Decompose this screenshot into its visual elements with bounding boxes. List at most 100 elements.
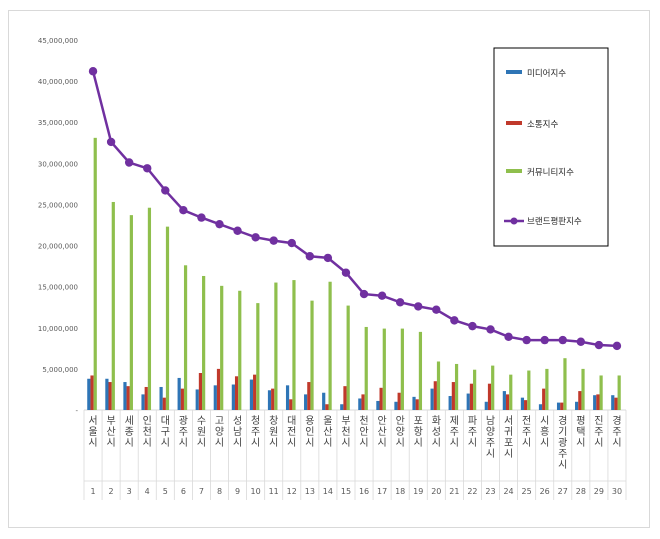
point-브랜드평판지수-부산시 bbox=[106, 137, 116, 147]
bar-미디어지수-진주시 bbox=[593, 395, 597, 410]
x-rank-label: 27 bbox=[558, 487, 568, 496]
point-브랜드평판지수-천안시 bbox=[359, 289, 369, 299]
bar-커뮤니티지수-천안시 bbox=[364, 326, 368, 410]
bar-미디어지수-수원시 bbox=[195, 389, 199, 410]
bar-소통지수-창원시 bbox=[271, 388, 275, 410]
bar-소통지수-대전시 bbox=[289, 399, 293, 410]
bar-미디어지수-울산시 bbox=[322, 392, 326, 410]
point-브랜드평판지수-고양시 bbox=[215, 219, 224, 229]
bar-소통지수-안양시 bbox=[397, 392, 401, 410]
x-rank-label: 15 bbox=[341, 487, 351, 496]
bar-미디어지수-서귀포시 bbox=[502, 391, 506, 410]
x-rank-label: 22 bbox=[467, 487, 477, 496]
bar-미디어지수-파주시 bbox=[466, 393, 470, 410]
bar-커뮤니티지수-파주시 bbox=[473, 369, 477, 410]
point-브랜드평판지수-용인시 bbox=[305, 252, 315, 261]
bar-소통지수-전주시 bbox=[524, 400, 528, 410]
bar-커뮤니티지수-시흥시 bbox=[545, 368, 549, 410]
bar-소통지수-경기 광주시 bbox=[560, 402, 564, 410]
y-tick-label: - bbox=[75, 407, 78, 415]
bar-커뮤니티지수-부천시 bbox=[346, 305, 350, 410]
y-tick-label: 20,000,000 bbox=[38, 243, 78, 251]
bar-미디어지수-평택시 bbox=[575, 401, 579, 410]
point-브랜드평판지수-서울시 bbox=[88, 67, 98, 76]
legend-swatch-미디어지수 bbox=[506, 70, 522, 74]
point-브랜드평판지수-대구시 bbox=[161, 186, 170, 195]
bar-미디어지수-세종시 bbox=[123, 382, 127, 410]
legend-swatch-커뮤니티지수 bbox=[506, 169, 522, 173]
point-브랜드평판지수-청주시 bbox=[251, 233, 260, 242]
bar-커뮤니티지수-청주시 bbox=[256, 303, 260, 410]
x-rank-label: 24 bbox=[503, 487, 513, 496]
x-rank-label: 6 bbox=[181, 487, 186, 496]
bar-커뮤니티지수-부산시 bbox=[111, 201, 115, 410]
legend-swatch-marker-브랜드평판지수 bbox=[510, 217, 518, 225]
bar-커뮤니티지수-세종시 bbox=[129, 215, 133, 410]
x-rank-label: 10 bbox=[251, 487, 261, 496]
y-tick-label: 45,000,000 bbox=[38, 37, 78, 45]
point-브랜드평판지수-서귀포시 bbox=[504, 332, 513, 342]
point-브랜드평판지수-울산시 bbox=[323, 253, 333, 263]
x-rank-label: 13 bbox=[305, 487, 315, 496]
bar-커뮤니티지수-수원시 bbox=[202, 275, 206, 410]
legend-label: 브랜드평판지수 bbox=[527, 216, 582, 227]
x-rank-label: 4 bbox=[145, 487, 150, 496]
y-tick-label: 35,000,000 bbox=[38, 119, 78, 127]
x-rank-label: 25 bbox=[522, 487, 532, 496]
bar-소통지수-고양시 bbox=[216, 368, 221, 410]
point-브랜드평판지수-전주시 bbox=[522, 335, 531, 345]
x-rank-label: 7 bbox=[199, 487, 204, 496]
point-브랜드평판지수-남양주시 bbox=[486, 325, 495, 334]
bar-커뮤니티지수-서귀포시 bbox=[509, 374, 513, 410]
y-tick-label: 10,000,000 bbox=[38, 325, 78, 333]
bar-소통지수-세종시 bbox=[126, 386, 130, 410]
bar-커뮤니티지수-인천시 bbox=[147, 207, 152, 410]
bar-소통지수-화성시 bbox=[433, 381, 437, 410]
x-rank-label: 8 bbox=[217, 487, 222, 496]
bar-미디어지수-안산시 bbox=[376, 400, 380, 410]
bar-소통지수-광주시 bbox=[180, 388, 184, 410]
bar-미디어지수-청주시 bbox=[249, 379, 254, 410]
bar-미디어지수-경기 광주시 bbox=[556, 402, 561, 410]
bar-커뮤니티지수-용인시 bbox=[310, 300, 314, 410]
x-rank-label: 23 bbox=[485, 487, 495, 496]
bar-소통지수-인천시 bbox=[144, 386, 148, 410]
bar-소통지수-용인시 bbox=[307, 382, 311, 410]
point-브랜드평판지수-대전시 bbox=[287, 238, 296, 248]
bar-미디어지수-전주시 bbox=[520, 397, 525, 410]
bar-커뮤니티지수-남양주시 bbox=[491, 365, 495, 410]
bar-커뮤니티지수-화성시 bbox=[436, 361, 441, 410]
point-브랜드평판지수-창원시 bbox=[269, 236, 278, 245]
bar-커뮤니티지수-창원시 bbox=[274, 282, 278, 410]
bar-커뮤니티지수-안양시 bbox=[400, 328, 404, 410]
bar-소통지수-서울시 bbox=[90, 375, 94, 410]
bar-커뮤니티지수-진주시 bbox=[599, 375, 603, 410]
x-rank-label: 20 bbox=[431, 487, 441, 496]
bar-소통지수-파주시 bbox=[469, 383, 474, 410]
bar-미디어지수-시흥시 bbox=[538, 404, 543, 410]
y-tick-label: 15,000,000 bbox=[38, 284, 78, 292]
bar-소통지수-제주시 bbox=[451, 382, 455, 410]
point-브랜드평판지수-세종시 bbox=[124, 158, 134, 167]
bar-미디어지수-포항시 bbox=[412, 396, 416, 410]
bar-소통지수-남양주시 bbox=[487, 383, 492, 410]
bar-소통지수-진주시 bbox=[596, 394, 600, 410]
bar-커뮤니티지수-제주시 bbox=[454, 363, 459, 410]
x-rank-label: 28 bbox=[576, 487, 586, 496]
point-브랜드평판지수-포항시 bbox=[414, 302, 423, 311]
